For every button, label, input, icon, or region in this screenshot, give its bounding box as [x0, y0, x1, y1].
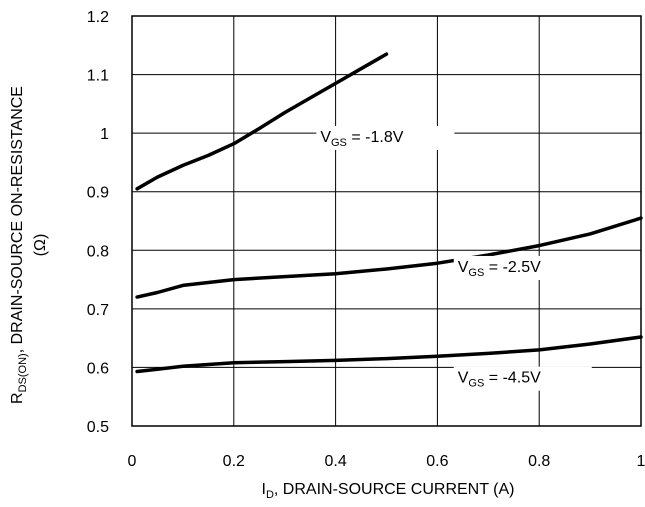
x-tick-label: 0.8 — [528, 453, 550, 470]
y-tick-label: 0.6 — [87, 360, 109, 377]
x-tick-label: 0 — [128, 453, 137, 470]
y-axis-title-rest: , DRAIN-SOURCE ON-RESISTANCE — [9, 86, 26, 353]
y-tick-label: 0.5 — [87, 419, 109, 436]
x-tick-labels: 0 0.2 0.4 0.6 0.8 1 — [128, 453, 645, 470]
y-tick-label: 0.7 — [87, 302, 109, 319]
series-label-main: V — [320, 129, 331, 146]
plot-frame — [131, 15, 642, 427]
series-line-1 — [135, 52, 389, 191]
series-label-1: VGS = -1.8V — [320, 129, 403, 149]
series-label-background — [453, 255, 592, 280]
series-label-rest: = -1.8V — [347, 129, 404, 146]
x-tick-label: 0.6 — [426, 453, 448, 470]
series-line-3 — [135, 335, 643, 374]
y-axis-title-line2: (Ω) — [32, 234, 49, 257]
y-tick-label: 0.9 — [87, 185, 109, 202]
x-tick-label: 0.2 — [223, 453, 245, 470]
y-tick-labels: 0.5 0.6 0.7 0.8 0.9 1 1.1 1.2 — [87, 9, 109, 436]
y-axis-title: RDS(ON), DRAIN-SOURCE ON-RESISTANCE (Ω) — [9, 86, 49, 404]
series-label-3: VGS = -4.5V — [458, 370, 541, 390]
y-tick-label: 1 — [100, 126, 109, 143]
x-axis-title-main: I — [261, 481, 265, 498]
y-axis-title-sub: DS(ON) — [17, 353, 29, 392]
series-label-rest: = -2.5V — [484, 259, 541, 276]
series-label-main: V — [458, 259, 469, 276]
series-layer — [135, 52, 643, 374]
y-tick-label: 1.1 — [87, 68, 109, 85]
x-axis-title-sub: D — [266, 489, 274, 501]
series-label-rest: = -4.5V — [484, 370, 541, 387]
series-label-2: VGS = -2.5V — [458, 259, 541, 279]
y-axis-title-line1: RDS(ON), DRAIN-SOURCE ON-RESISTANCE — [9, 86, 29, 404]
x-tick-label: 1 — [637, 453, 645, 470]
y-tick-label: 0.8 — [87, 243, 109, 260]
series-label-sub: GS — [331, 137, 347, 149]
series-label-background — [453, 366, 592, 391]
series-label-background — [316, 125, 455, 150]
y-tick-label: 1.2 — [87, 9, 109, 26]
series-label-sub: GS — [468, 267, 484, 279]
series-line-2 — [135, 216, 643, 299]
series-label-sub: GS — [468, 378, 484, 390]
x-axis-title: ID, DRAIN-SOURCE CURRENT (A) — [261, 481, 514, 501]
y-axis-title-main: R — [9, 392, 26, 404]
x-axis-title-rest: , DRAIN-SOURCE CURRENT (A) — [274, 481, 515, 498]
x-tick-label: 0.4 — [324, 453, 346, 470]
series-label-main: V — [458, 370, 469, 387]
